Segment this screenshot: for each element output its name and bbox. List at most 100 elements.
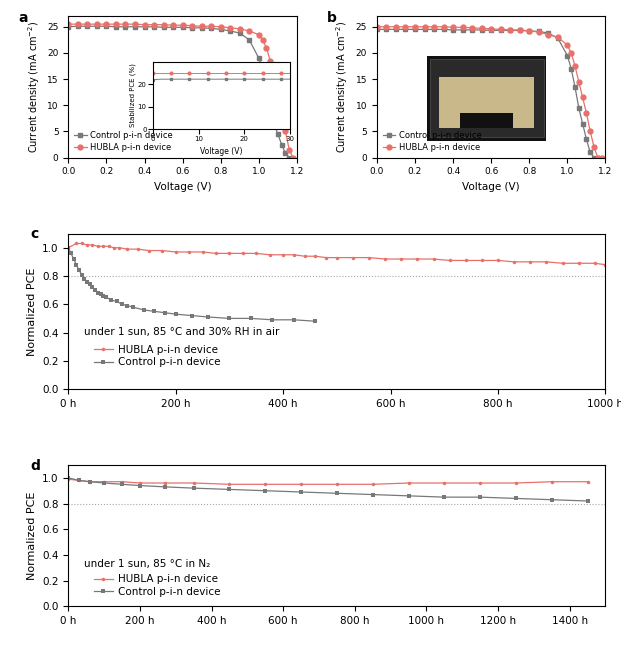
Control p-i-n device — [65, 474, 72, 482]
HUBLA p-i-n device — [497, 25, 504, 33]
HUBLA p-i-n device — [212, 250, 220, 258]
HUBLA p-i-n device — [440, 23, 447, 31]
HUBLA p-i-n device — [266, 57, 274, 65]
Control p-i-n device — [440, 25, 447, 33]
Control p-i-n device — [476, 493, 484, 501]
Control p-i-n device — [86, 478, 94, 486]
HUBLA p-i-n device — [199, 248, 206, 256]
HUBLA p-i-n device — [571, 62, 579, 70]
Control p-i-n device — [124, 302, 131, 310]
HUBLA p-i-n device — [160, 21, 167, 29]
HUBLA p-i-n device — [84, 20, 91, 28]
HUBLA p-i-n device — [83, 241, 91, 249]
Control p-i-n device — [421, 25, 428, 33]
HUBLA p-i-n device — [236, 25, 243, 33]
Legend: Control p-i-n device, HUBLA p-i-n device: Control p-i-n device, HUBLA p-i-n device — [73, 130, 175, 153]
Control p-i-n device — [102, 22, 110, 30]
HUBLA p-i-n device — [312, 252, 319, 260]
Control p-i-n device — [78, 271, 86, 278]
Control p-i-n device — [227, 27, 234, 35]
HUBLA p-i-n device — [545, 31, 552, 38]
HUBLA p-i-n device — [282, 128, 289, 136]
Control p-i-n device — [259, 65, 266, 72]
Control p-i-n device — [89, 284, 96, 291]
HUBLA p-i-n device — [74, 20, 81, 28]
Control p-i-n device — [459, 26, 466, 34]
HUBLA p-i-n device — [75, 477, 83, 484]
HUBLA p-i-n device — [101, 478, 108, 486]
HUBLA p-i-n device — [134, 245, 142, 253]
Control p-i-n device — [278, 141, 286, 149]
HUBLA p-i-n device — [259, 36, 266, 44]
HUBLA p-i-n device — [141, 21, 148, 29]
Control p-i-n device — [75, 477, 83, 484]
HUBLA p-i-n device — [575, 78, 582, 85]
HUBLA p-i-n device — [594, 154, 602, 162]
Control p-i-n device — [261, 487, 269, 495]
Control p-i-n device — [150, 23, 158, 31]
Control p-i-n device — [579, 120, 586, 128]
Control p-i-n device — [188, 24, 196, 32]
Control p-i-n device — [554, 35, 561, 42]
HUBLA p-i-n device — [525, 27, 533, 35]
Control p-i-n device — [586, 149, 594, 156]
HUBLA p-i-n device — [278, 107, 286, 115]
Control p-i-n device — [594, 154, 602, 162]
Legend: HUBLA p-i-n device, Control p-i-n device: HUBLA p-i-n device, Control p-i-n device — [89, 340, 224, 372]
Control p-i-n device — [245, 36, 253, 44]
HUBLA p-i-n device — [402, 23, 409, 31]
HUBLA p-i-n device — [446, 256, 453, 264]
HUBLA p-i-n device — [301, 252, 309, 260]
HUBLA p-i-n device — [226, 250, 233, 258]
HUBLA p-i-n device — [289, 154, 297, 162]
Control p-i-n device — [188, 312, 196, 319]
HUBLA p-i-n device — [253, 250, 260, 258]
Control p-i-n device — [266, 101, 274, 109]
Control p-i-n device — [122, 23, 129, 31]
Control p-i-n device — [535, 27, 543, 35]
Control p-i-n device — [575, 104, 582, 112]
HUBLA p-i-n device — [158, 246, 166, 254]
Control p-i-n device — [297, 488, 305, 496]
HUBLA p-i-n device — [150, 21, 158, 29]
HUBLA p-i-n device — [86, 478, 94, 486]
Control p-i-n device — [84, 22, 91, 30]
Control p-i-n device — [207, 24, 215, 32]
HUBLA p-i-n device — [93, 20, 101, 28]
Control p-i-n device — [140, 306, 147, 314]
Y-axis label: Current density (mA cm$^{-2}$): Current density (mA cm$^{-2}$) — [25, 21, 42, 153]
Control p-i-n device — [112, 23, 120, 31]
Control p-i-n device — [247, 314, 255, 322]
HUBLA p-i-n device — [122, 20, 129, 28]
Control p-i-n device — [172, 310, 179, 318]
HUBLA p-i-n device — [478, 256, 486, 264]
HUBLA p-i-n device — [543, 258, 550, 266]
Control p-i-n device — [73, 261, 80, 269]
Control p-i-n device — [402, 25, 409, 33]
Control p-i-n device — [263, 80, 270, 88]
HUBLA p-i-n device — [170, 22, 177, 29]
Control p-i-n device — [93, 22, 101, 30]
HUBLA p-i-n device — [527, 258, 534, 266]
Control p-i-n device — [70, 255, 78, 263]
HUBLA p-i-n device — [373, 23, 381, 31]
HUBLA p-i-n device — [575, 259, 582, 267]
Control p-i-n device — [468, 26, 476, 34]
Control p-i-n device — [290, 316, 297, 324]
Control p-i-n device — [129, 303, 137, 311]
HUBLA p-i-n device — [94, 243, 102, 250]
HUBLA p-i-n device — [188, 22, 196, 29]
Control p-i-n device — [170, 23, 177, 31]
HUBLA p-i-n device — [161, 479, 169, 487]
Line: Control p-i-n device: Control p-i-n device — [66, 246, 317, 323]
Control p-i-n device — [525, 27, 533, 35]
Control p-i-n device — [440, 493, 448, 501]
Control p-i-n device — [274, 130, 281, 138]
HUBLA p-i-n device — [217, 23, 224, 31]
HUBLA p-i-n device — [89, 241, 96, 249]
Control p-i-n device — [118, 301, 125, 308]
Line: Control p-i-n device: Control p-i-n device — [375, 27, 600, 160]
Control p-i-n device — [204, 313, 212, 321]
HUBLA p-i-n device — [591, 143, 598, 151]
HUBLA p-i-n device — [279, 251, 287, 259]
